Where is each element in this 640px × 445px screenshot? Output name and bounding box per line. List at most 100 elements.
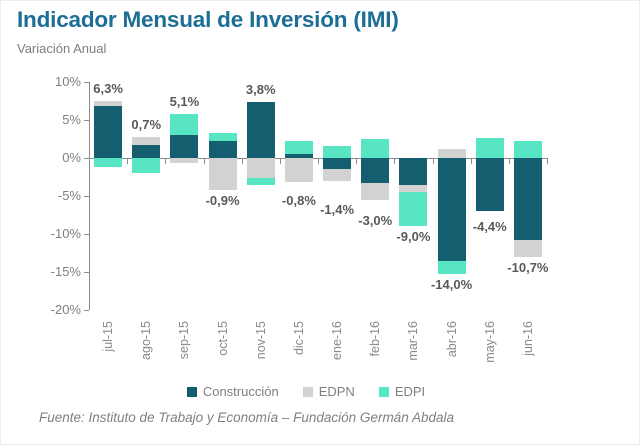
y-axis-tick xyxy=(84,158,89,159)
y-axis-tick xyxy=(84,120,89,121)
bar-segment-edpn-sep-15 xyxy=(170,158,199,164)
y-axis-tick-label: 0% xyxy=(62,150,81,165)
data-label-ago-15: 0,7% xyxy=(131,117,162,133)
y-axis-tick-label: -20% xyxy=(50,302,81,317)
bar-segment-edpi-jul-15 xyxy=(94,158,123,168)
bar-segment-edpn-jun-16 xyxy=(513,240,542,257)
x-axis-tick xyxy=(394,158,396,164)
bar-segment-construccion-ago-15 xyxy=(132,145,161,158)
legend-item-construccion: Construcción xyxy=(186,384,279,399)
bar-segment-edpn-ago-15 xyxy=(132,137,161,146)
x-axis-label-abr-16: abr-16 xyxy=(444,321,459,358)
data-label-ene-16: -1,4% xyxy=(320,201,355,217)
chart-legend: Construcción EDPN EDPI xyxy=(1,384,625,399)
x-axis-label-nov-15: nov-15 xyxy=(253,321,268,360)
bar-segment-edpi-abr-16 xyxy=(437,260,466,274)
x-axis-label-jul-15: jul-15 xyxy=(101,321,116,352)
x-axis-tick xyxy=(241,158,243,164)
data-label-feb-16: -3,0% xyxy=(358,212,393,228)
y-axis-tick-label: -10% xyxy=(50,226,81,241)
data-label-sep-15: 5,1% xyxy=(169,93,200,109)
data-label-nov-15: 3,8% xyxy=(245,81,276,97)
bar-segment-edpn-oct-15 xyxy=(208,158,237,190)
bar-segment-construccion-abr-16 xyxy=(437,158,466,261)
bar-segment-construccion-dic-15 xyxy=(284,154,313,158)
legend-label: EDPI xyxy=(394,384,426,399)
y-axis-tick xyxy=(84,272,89,273)
bar-segment-edpn-nov-15 xyxy=(246,158,275,178)
page-title: Indicador Mensual de Inversión (IMI) xyxy=(17,7,399,32)
data-label-oct-15: -0,9% xyxy=(205,192,240,208)
bar-segment-edpi-mar-16 xyxy=(399,192,428,227)
bar-segment-edpi-ene-16 xyxy=(323,145,352,158)
x-axis-tick xyxy=(547,158,548,164)
x-axis-tick xyxy=(127,158,129,164)
bar-segment-construccion-feb-16 xyxy=(361,158,390,184)
data-label-may-16: -4,4% xyxy=(472,219,507,235)
bar-segment-edpi-nov-15 xyxy=(246,177,275,186)
x-axis-label-sep-15: sep-15 xyxy=(177,321,192,360)
bar-segment-edpn-mar-16 xyxy=(399,184,428,193)
legend-item-edpi: EDPI xyxy=(378,384,426,399)
y-axis-tick-label: -15% xyxy=(50,264,81,279)
bar-segment-construccion-jul-15 xyxy=(94,106,123,158)
bar-segment-edpi-jun-16 xyxy=(513,140,542,158)
bar-segment-edpi-ago-15 xyxy=(132,158,161,174)
bar-segment-edpn-abr-16 xyxy=(437,148,466,158)
bar-segment-edpn-dic-15 xyxy=(284,158,313,182)
legend-swatch-icon xyxy=(378,386,389,397)
bar-segment-construccion-mar-16 xyxy=(399,158,428,185)
bar-segment-construccion-may-16 xyxy=(475,158,504,212)
y-axis-tick-label: 5% xyxy=(62,112,81,127)
bar-segment-edpn-ene-16 xyxy=(323,168,352,181)
bar-segment-construccion-oct-15 xyxy=(208,141,237,158)
legend-item-edpn: EDPN xyxy=(302,384,355,399)
y-axis-tick xyxy=(84,196,89,197)
x-axis-tick xyxy=(432,158,434,164)
x-axis-label-feb-16: feb-16 xyxy=(368,321,383,357)
bar-segment-edpi-dic-15 xyxy=(284,140,313,155)
x-axis-label-may-16: may-16 xyxy=(482,321,497,363)
legend-swatch-icon xyxy=(186,386,197,397)
x-axis-tick xyxy=(356,158,358,164)
x-axis-label-ago-15: ago-15 xyxy=(139,321,154,360)
x-axis-tick xyxy=(279,158,281,164)
x-axis-label-mar-16: mar-16 xyxy=(406,321,421,361)
source-note: Fuente: Instituto de Trabajo y Economía … xyxy=(39,410,454,425)
legend-swatch-icon xyxy=(302,386,313,397)
bar-segment-construccion-nov-15 xyxy=(246,101,275,158)
data-label-jul-15: 6,3% xyxy=(93,81,123,96)
x-axis-tick xyxy=(165,158,167,164)
x-axis-label-oct-15: oct-15 xyxy=(215,321,230,356)
data-label-dic-15: -0,8% xyxy=(281,192,316,208)
chart-subtitle: Variación Anual xyxy=(17,41,107,56)
y-axis-tick-label: -5% xyxy=(57,188,81,203)
x-axis-tick xyxy=(203,158,205,164)
bar-segment-construccion-jun-16 xyxy=(513,158,542,241)
bar-segment-construccion-ene-16 xyxy=(323,158,352,169)
bar-segment-construccion-sep-15 xyxy=(170,135,199,158)
bar-segment-edpi-feb-16 xyxy=(361,139,390,158)
y-axis-line xyxy=(89,82,90,310)
legend-label: Construcción xyxy=(202,384,279,399)
bar-segment-edpi-sep-15 xyxy=(170,113,199,136)
x-axis-tick xyxy=(508,158,510,164)
data-label-mar-16: -9,0% xyxy=(396,229,431,245)
y-axis-tick xyxy=(84,82,89,83)
y-axis-tick-label: 10% xyxy=(54,74,81,89)
data-label-abr-16: -14,0% xyxy=(430,276,473,292)
bar-segment-edpn-feb-16 xyxy=(361,183,390,200)
x-axis-tick xyxy=(470,158,472,164)
legend-label: EDPN xyxy=(318,384,355,399)
x-axis-label-ene-16: ene-16 xyxy=(330,321,345,360)
data-label-jun-16: -10,7% xyxy=(507,259,549,275)
y-axis-tick xyxy=(84,234,89,235)
x-axis-label-jun-16: jun-16 xyxy=(520,321,535,356)
x-axis-tick xyxy=(318,158,319,164)
x-axis-label-dic-15: dic-15 xyxy=(291,321,306,356)
bar-segment-edpn-jul-15 xyxy=(94,101,123,107)
x-axis-tick xyxy=(89,158,90,164)
bar-segment-edpi-may-16 xyxy=(475,138,504,158)
